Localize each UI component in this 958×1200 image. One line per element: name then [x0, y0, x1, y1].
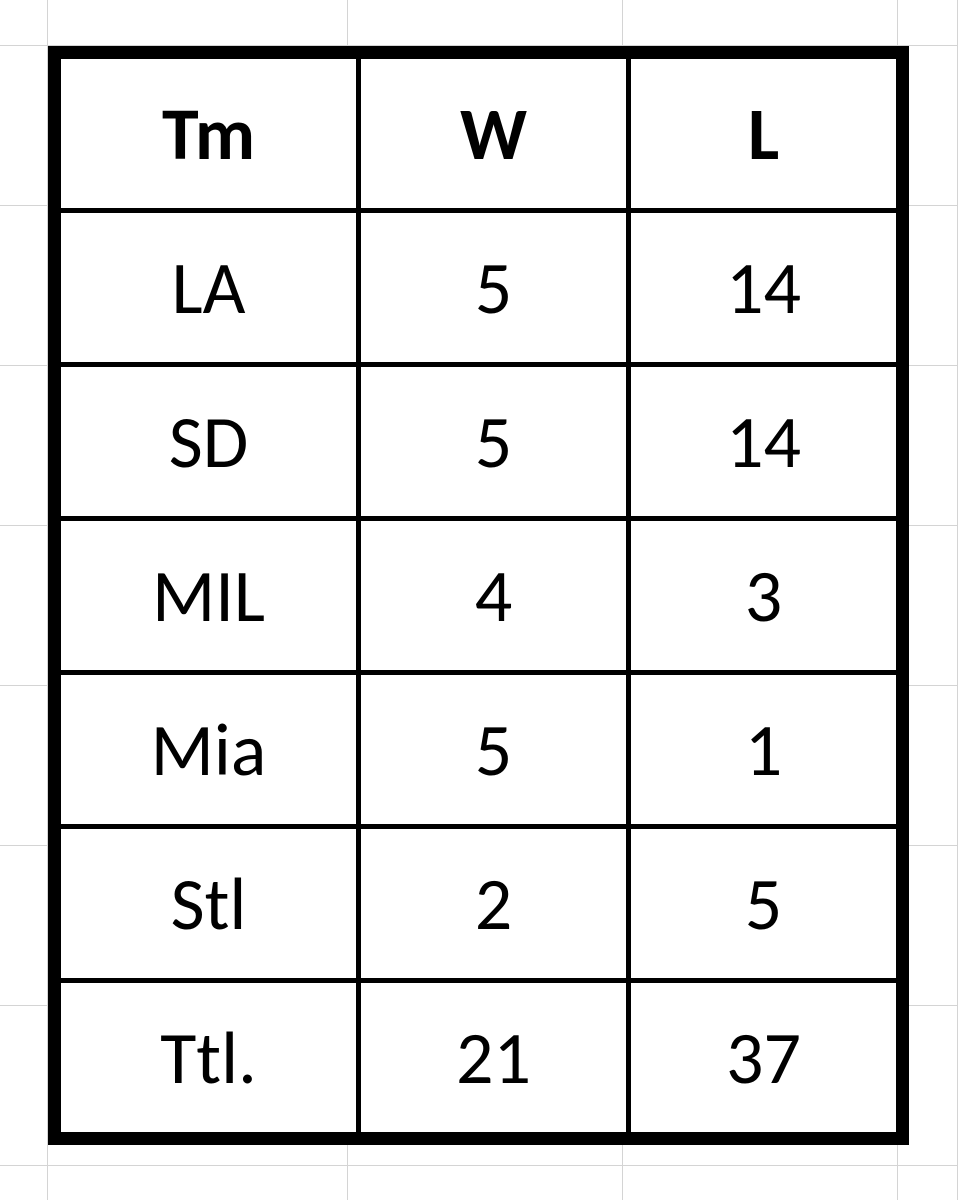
cell-tm: LA	[59, 211, 359, 365]
cell-l: 14	[629, 211, 899, 365]
table-row: SD 5 14	[59, 365, 899, 519]
table-row: MIL 4 3	[59, 519, 899, 673]
cell-w: 2	[359, 827, 629, 981]
cell-w: 5	[359, 673, 629, 827]
table-header-row: Tm W L	[59, 57, 899, 211]
table-row: Mia 5 1	[59, 673, 899, 827]
cell-tm: MIL	[59, 519, 359, 673]
cell-tm: Stl	[59, 827, 359, 981]
col-header-tm: Tm	[59, 57, 359, 211]
cell-l: 14	[629, 365, 899, 519]
col-header-l: L	[629, 57, 899, 211]
cell-w: 5	[359, 211, 629, 365]
cell-l: 1	[629, 673, 899, 827]
cell-tm: Mia	[59, 673, 359, 827]
cell-tm: Ttl.	[59, 981, 359, 1135]
cell-l: 37	[629, 981, 899, 1135]
cell-w: 5	[359, 365, 629, 519]
table-row-total: Ttl. 21 37	[59, 981, 899, 1135]
cell-l: 5	[629, 827, 899, 981]
cell-tm: SD	[59, 365, 359, 519]
cell-w: 21	[359, 981, 629, 1135]
cell-w: 4	[359, 519, 629, 673]
table-row: Stl 2 5	[59, 827, 899, 981]
table-row: LA 5 14	[59, 211, 899, 365]
col-header-w: W	[359, 57, 629, 211]
cell-l: 3	[629, 519, 899, 673]
standings-table: Tm W L LA 5 14 SD 5 14 MIL 4 3 Mia	[56, 54, 901, 1137]
data-table-container: Tm W L LA 5 14 SD 5 14 MIL 4 3 Mia	[48, 46, 909, 1145]
